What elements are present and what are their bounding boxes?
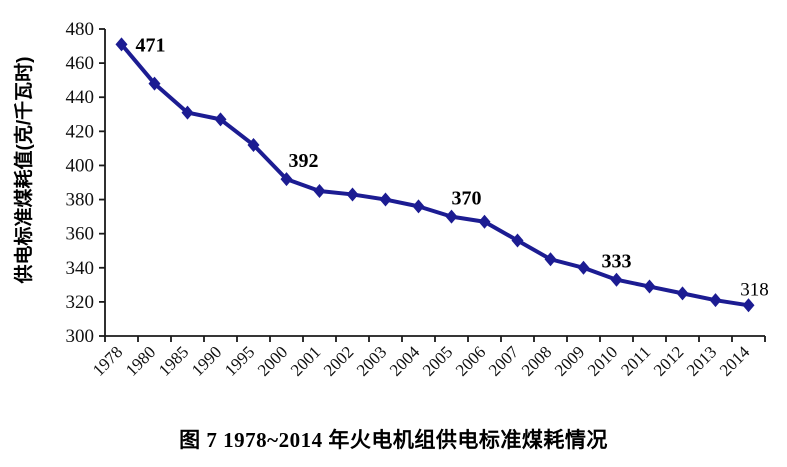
x-axis-tick-label: 1990 xyxy=(188,342,225,379)
figure-caption: 图 7 1978~2014 年火电机组供电标准煤耗情况 xyxy=(179,428,608,452)
x-axis-tick-label: 2002 xyxy=(320,342,357,379)
y-axis-tick-label: 300 xyxy=(66,326,95,347)
data-point-label: 392 xyxy=(289,150,319,172)
data-point-marker xyxy=(280,172,293,187)
x-axis-tick-label: 2004 xyxy=(386,342,424,380)
data-point-marker xyxy=(709,293,722,308)
data-point-marker xyxy=(676,286,689,301)
data-point-marker xyxy=(643,279,656,294)
data-point-marker xyxy=(577,260,590,275)
data-point-label: 318 xyxy=(740,279,769,300)
x-axis-tick-label: 1985 xyxy=(155,342,192,379)
x-axis-tick-label: 2010 xyxy=(584,342,621,379)
x-axis-tick-label: 2011 xyxy=(617,342,654,379)
x-axis-tick-label: 2007 xyxy=(485,342,523,380)
y-axis-tick-label: 400 xyxy=(66,155,95,176)
y-axis-tick-label: 320 xyxy=(66,292,95,313)
x-axis-tick-label: 2014 xyxy=(716,342,754,380)
data-point-marker xyxy=(511,233,524,248)
y-axis-tick-label: 340 xyxy=(66,258,95,279)
data-point-marker xyxy=(610,272,623,287)
data-point-marker xyxy=(445,209,458,224)
y-axis-tick-label: 480 xyxy=(66,19,95,40)
data-point-marker xyxy=(412,199,425,214)
data-point-marker xyxy=(313,184,326,199)
y-axis-tick-label: 440 xyxy=(66,87,95,108)
data-point-marker xyxy=(478,214,491,229)
data-point-marker xyxy=(181,105,194,120)
x-axis-tick-label: 2008 xyxy=(518,342,555,379)
data-point-marker xyxy=(742,298,755,313)
y-axis-tick-label: 360 xyxy=(66,224,95,245)
data-point-label: 333 xyxy=(602,251,632,273)
x-axis-tick-label: 2005 xyxy=(419,342,456,379)
y-axis-title: 供电标准煤耗值(克/千瓦时) xyxy=(12,57,35,285)
data-point-marker xyxy=(148,76,161,91)
y-axis-tick-label: 460 xyxy=(66,53,95,74)
x-axis-tick-label: 2001 xyxy=(287,342,324,379)
data-point-label: 370 xyxy=(452,188,482,210)
x-axis-tick-label: 2006 xyxy=(452,342,489,379)
line-chart: 3003203403603804004204404604801978198019… xyxy=(12,19,769,380)
data-point-marker xyxy=(544,252,557,267)
y-axis-tick-label: 420 xyxy=(66,121,95,142)
data-point-marker xyxy=(379,192,392,207)
x-axis-tick-label: 1978 xyxy=(89,342,126,379)
data-point-marker xyxy=(247,137,260,152)
y-axis-tick-label: 380 xyxy=(66,190,95,211)
x-axis-tick-label: 1995 xyxy=(221,342,258,379)
data-point-marker xyxy=(115,37,128,52)
x-axis-tick-label: 2013 xyxy=(683,342,720,379)
x-axis-tick-label: 2000 xyxy=(254,342,291,379)
data-point-marker xyxy=(346,187,359,202)
data-series-line xyxy=(119,42,751,308)
data-point-marker xyxy=(214,112,227,127)
x-axis-tick-label: 2012 xyxy=(650,342,687,379)
x-axis-tick-label: 2009 xyxy=(551,342,588,379)
x-axis-tick-label: 2003 xyxy=(353,342,390,379)
data-point-label: 471 xyxy=(136,34,166,56)
x-axis-tick-label: 1980 xyxy=(122,342,159,379)
